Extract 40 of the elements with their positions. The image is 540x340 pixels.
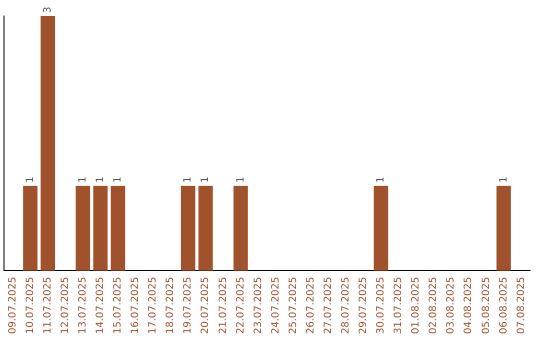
x-tick-label: 04.08.2025 — [463, 276, 474, 334]
x-tick-label: 02.08.2025 — [428, 276, 440, 334]
x-tick-label: 11.07.2025 — [42, 276, 54, 334]
x-tick-label: 24.07.2025 — [270, 276, 282, 334]
x-tick-label: 18.07.2025 — [165, 276, 176, 334]
x-tick-label: 31.07.2025 — [393, 276, 404, 334]
data-label: 1 — [112, 176, 124, 183]
data-label: 1 — [24, 176, 36, 183]
data-label: 1 — [95, 176, 106, 183]
x-tick-label: 10.07.2025 — [24, 276, 36, 334]
x-tick-label: 01.08.2025 — [410, 276, 422, 334]
x-tick-label: 27.07.2025 — [322, 276, 334, 334]
x-tick-label: 22.07.2025 — [235, 276, 246, 334]
x-tick-label: 03.08.2025 — [446, 276, 457, 334]
x-tick-label: 20.07.2025 — [200, 276, 212, 334]
x-tick-label: 07.08.2025 — [516, 276, 527, 334]
data-label: 3 — [42, 6, 54, 13]
x-tick-label: 17.07.2025 — [148, 276, 159, 334]
x-tick-label: 26.07.2025 — [305, 276, 316, 334]
data-label: 1 — [182, 176, 194, 183]
x-tick-label: 13.07.2025 — [77, 276, 88, 334]
x-tick-label: 12.07.2025 — [60, 276, 71, 334]
x-tick-label: 28.07.2025 — [340, 276, 352, 334]
data-label: 1 — [235, 176, 246, 183]
x-tick-label: 21.07.2025 — [218, 276, 229, 334]
data-label: 1 — [376, 176, 387, 183]
data-label: 1 — [498, 176, 510, 183]
x-tick-label: 19.07.2025 — [182, 276, 194, 334]
x-tick-label: 14.07.2025 — [95, 276, 106, 334]
x-tick-label: 06.08.2025 — [498, 276, 510, 334]
data-label: 1 — [77, 176, 88, 183]
x-tick-label: 15.07.2025 — [112, 276, 124, 334]
data-label: 1 — [200, 176, 212, 183]
x-tick-label: 16.07.2025 — [130, 276, 142, 334]
x-tick-label: 25.07.2025 — [288, 276, 299, 334]
x-tick-label: 23.07.2025 — [252, 276, 264, 334]
x-tick-label: 30.07.2025 — [376, 276, 387, 334]
x-tick-label: 29.07.2025 — [358, 276, 370, 334]
x-tick-label: 09.07.2025 — [7, 276, 18, 334]
x-tick-label: 05.08.2025 — [480, 276, 492, 334]
